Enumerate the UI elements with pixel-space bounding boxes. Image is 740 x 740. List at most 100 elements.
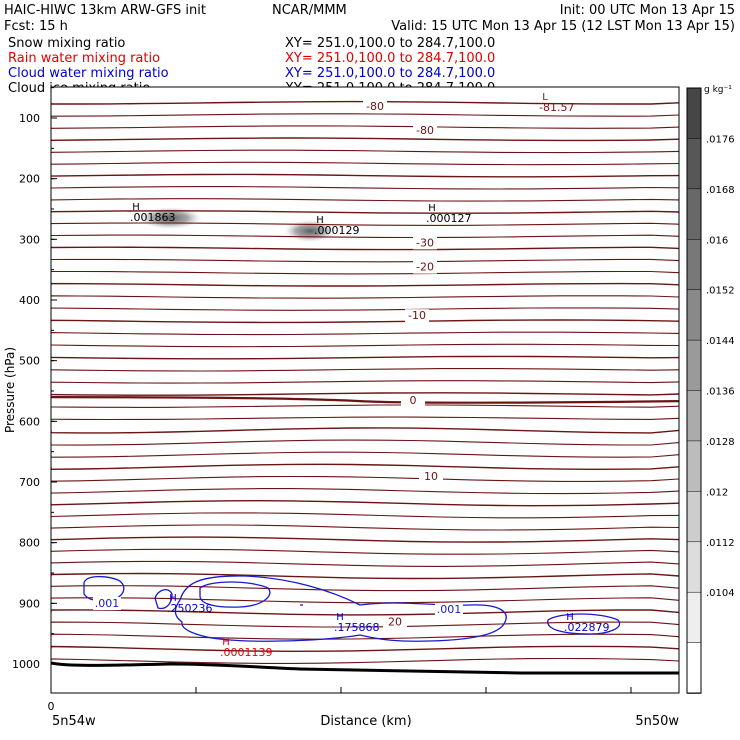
- isotherm-label-bg: [405, 309, 429, 323]
- isotherm-label: -80: [366, 100, 384, 113]
- colorbar-swatch: [686, 491, 702, 543]
- field-legend-name: Rain water mixing ratio: [8, 51, 160, 66]
- isotherm-line: [51, 319, 679, 324]
- y-axis-title: Pressure (hPa): [3, 347, 17, 433]
- extremum-value: .175868: [334, 621, 380, 634]
- y-tick-label: 200: [19, 173, 40, 186]
- isotherm-label: 20: [388, 616, 402, 629]
- isotherm-label: -30: [416, 236, 434, 249]
- extremum-value: .000127: [426, 212, 472, 225]
- extremum-value: .0001139: [220, 646, 273, 659]
- x-right-label: 5n50w: [635, 714, 679, 729]
- field-legend-xy: XY= 251.0,100.0 to 284.7,100.0: [285, 36, 495, 51]
- isotherm-line: [51, 392, 679, 396]
- colorbar-unit: g kg⁻¹: [704, 85, 732, 95]
- y-tick-label: 500: [19, 355, 40, 368]
- isotherm-label-bg: [383, 615, 407, 629]
- colorbar-swatch: [686, 239, 702, 291]
- cloud-water-contour: [83, 575, 125, 602]
- isotherm-line: [51, 210, 679, 214]
- field-legend-name: Cloud water mixing ratio: [8, 66, 169, 81]
- isotherm-line: [51, 222, 679, 226]
- isotherm-line: [51, 585, 679, 592]
- colorbar-label: .0136: [706, 387, 735, 398]
- isotherm-line: [51, 149, 679, 154]
- cloud-water-contour: [174, 575, 507, 642]
- extremum-marker: H: [222, 637, 230, 648]
- extremum-marker: H: [428, 203, 436, 214]
- cloud-water-contour-label: .001: [437, 603, 462, 616]
- extremum-marker: H: [316, 215, 324, 226]
- isotherm-line: [51, 439, 679, 446]
- isotherm-label-bg: [363, 99, 387, 113]
- extrema-labels: L-81.57H.001863 H.000129H.000127H.250236H…: [130, 92, 610, 659]
- isotherm-line: [51, 161, 679, 166]
- colorbar-swatch: [686, 591, 702, 644]
- isotherm-label: -80: [416, 124, 434, 137]
- isotherm-line: [51, 173, 679, 178]
- freezing-level-line: [51, 396, 679, 404]
- isotherm-line: [51, 597, 679, 604]
- plot-background: [51, 87, 679, 693]
- isotherm-line: [51, 609, 679, 616]
- isotherm-line: [51, 512, 679, 519]
- isotherm-line: [51, 427, 679, 434]
- isotherm-line: [51, 416, 679, 421]
- plot-area: -80 -80 -30 -20 -10 0 10 20 .001 .001: [50, 86, 680, 694]
- isotherm-line: [51, 499, 679, 507]
- extremum-marker: H: [566, 612, 574, 623]
- colorbar-label: .0168: [706, 185, 735, 196]
- isotherm-line: [51, 246, 679, 251]
- x-left-label: 5n54w: [52, 714, 96, 729]
- y-tick-label: 1000: [12, 658, 40, 671]
- cloud-water-contour-label: .001: [95, 597, 120, 610]
- colorbar-label: .0104: [706, 588, 735, 599]
- header-init-time: Init: 00 UTC Mon 13 Apr 15: [560, 3, 735, 18]
- isotherm-line: [51, 621, 679, 628]
- isotherm-line: [51, 355, 679, 360]
- colorbar-swatch: [686, 138, 702, 190]
- isotherm-label-bg: [419, 469, 443, 483]
- contour-label-bg: [435, 603, 463, 616]
- isotherm-line: [51, 282, 679, 287]
- field-legend-xy: XY= 251.0,100.0 to 284.7,100.0: [285, 51, 495, 66]
- y-tick-label: 400: [19, 294, 40, 307]
- isotherm-line: [51, 270, 679, 275]
- colorbar-swatch: [686, 440, 702, 493]
- colorbar-label: .016: [706, 235, 728, 246]
- isotherm-label: 10: [424, 470, 438, 483]
- extremum-marker: H: [336, 612, 344, 623]
- y-tick-label: 700: [19, 476, 40, 489]
- isotherm-label: -10: [408, 309, 426, 322]
- isotherm-line: [51, 488, 679, 495]
- isotherm-line: [51, 198, 679, 202]
- header-forecast-hour: Fcst: 15 h: [4, 19, 68, 34]
- isotherm-line: [51, 560, 679, 567]
- extremum-value: -81.57: [539, 101, 574, 114]
- y-tick-label: 800: [19, 537, 40, 550]
- isotherm-line: [51, 475, 679, 482]
- field-legend-name: Snow mixing ratio: [8, 36, 125, 51]
- extremum-value: .022879: [564, 621, 610, 634]
- isotherm-line: [51, 572, 679, 580]
- extremum-value: .001863: [130, 211, 176, 224]
- isotherm-line: [51, 463, 679, 471]
- extremum-value: .000129: [314, 224, 360, 237]
- y-tick-label: 600: [19, 415, 40, 428]
- isotherm-line: [51, 295, 679, 299]
- x-axis-title: Distance (km): [320, 714, 411, 729]
- isotherm-line: [51, 536, 679, 543]
- colorbar-label: .0176: [706, 134, 735, 145]
- isotherm-line: [51, 645, 679, 653]
- isotherm-line: [51, 234, 679, 239]
- colorbar-swatch: [686, 339, 702, 392]
- extremum-marker: H: [132, 202, 140, 213]
- colorbar-swatch: [686, 87, 702, 140]
- colorbar-swatch: [686, 541, 702, 593]
- colorbar-label: .0112: [706, 538, 735, 549]
- x-origin-label: 0: [48, 700, 55, 713]
- x-axis: 0 5n54w Distance (km) 5n50w: [48, 687, 679, 729]
- isotherm-line: [51, 548, 679, 555]
- isotherm-line: [51, 100, 679, 105]
